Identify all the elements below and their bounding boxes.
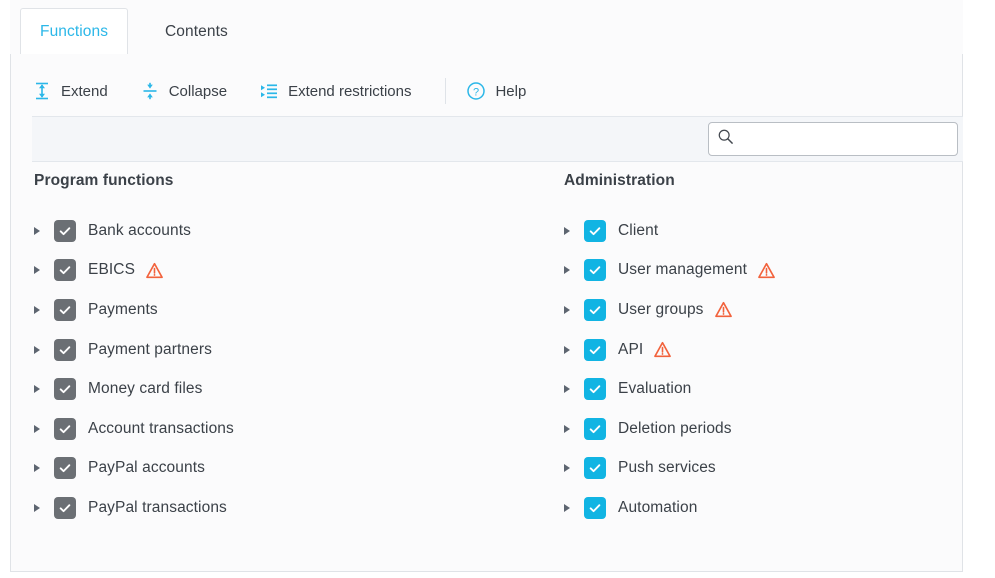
checkbox[interactable] [54, 259, 76, 282]
list-item-label: Push services [618, 459, 716, 477]
checkbox[interactable] [584, 298, 606, 321]
list-expand-icon [259, 81, 279, 101]
chevron-right-icon[interactable] [564, 226, 584, 235]
list-item[interactable]: Bank accounts [34, 211, 534, 251]
toolbar-collapse[interactable]: Collapse [140, 81, 240, 101]
column-program-functions-title: Program functions [34, 172, 174, 189]
list-item[interactable]: API [564, 330, 944, 370]
list-item[interactable]: Payment partners [34, 330, 534, 370]
chevron-right-icon[interactable] [564, 305, 584, 314]
tab-functions[interactable]: Functions [20, 8, 129, 55]
checkbox[interactable] [584, 338, 606, 361]
checkbox[interactable] [584, 457, 606, 480]
toolbar-extend-restrictions-label: Extend restrictions [288, 82, 412, 100]
chevron-right-icon[interactable] [34, 424, 54, 433]
search-icon [717, 128, 734, 150]
list-item-label: PayPal accounts [88, 459, 205, 477]
expand-vertical-icon [32, 81, 52, 101]
list-item-label: Client [618, 221, 659, 239]
chevron-right-icon[interactable] [34, 503, 54, 512]
help-circle-icon: ? [466, 81, 486, 101]
list-item[interactable]: Account transactions [34, 409, 534, 449]
chevron-right-icon[interactable] [564, 385, 584, 394]
list-item-label: Evaluation [618, 380, 692, 398]
list-item-label: User management [618, 261, 748, 279]
list-item-label: Money card files [88, 380, 203, 398]
toolbar: Extend Collapse [32, 74, 539, 108]
list-item[interactable]: Automation [564, 488, 944, 528]
list-item-label: Deletion periods [618, 419, 732, 437]
checkbox[interactable] [54, 417, 76, 440]
checkbox[interactable] [584, 496, 606, 519]
list-item-label: PayPal transactions [88, 498, 227, 516]
checkbox[interactable] [54, 219, 76, 242]
chevron-right-icon[interactable] [564, 345, 584, 354]
list-item-label: Payments [88, 300, 158, 318]
functions-panel: Extend Collapse [10, 54, 963, 572]
list-item[interactable]: Push services [564, 449, 944, 489]
column-administration-title: Administration [564, 172, 675, 189]
list-item-label: User groups [618, 300, 704, 318]
tab-contents-label: Contents [165, 22, 228, 40]
search-strip [32, 116, 963, 162]
warning-icon [654, 341, 672, 358]
chevron-right-icon[interactable] [34, 345, 54, 354]
chevron-right-icon[interactable] [564, 464, 584, 473]
checkbox[interactable] [54, 298, 76, 321]
chevron-right-icon[interactable] [564, 266, 584, 275]
chevron-right-icon[interactable] [34, 464, 54, 473]
svg-text:?: ? [473, 86, 479, 98]
checkbox[interactable] [584, 259, 606, 282]
chevron-right-icon[interactable] [564, 503, 584, 512]
warning-icon [714, 301, 732, 318]
toolbar-extend-restrictions[interactable]: Extend restrictions [259, 81, 424, 101]
list-item-label: API [618, 340, 644, 358]
list-item[interactable]: Deletion periods [564, 409, 944, 449]
chevron-right-icon[interactable] [34, 226, 54, 235]
toolbar-extend-label: Extend [61, 82, 108, 100]
tab-contents[interactable]: Contents [147, 8, 246, 55]
list-item[interactable]: User management [564, 251, 944, 291]
warning-icon [146, 262, 163, 279]
column-administration: Administration Client User management [564, 172, 944, 528]
tab-bar: Functions Contents [10, 0, 963, 55]
list-item[interactable]: EBICS [34, 251, 534, 291]
checkbox[interactable] [54, 457, 76, 480]
toolbar-extend[interactable]: Extend [32, 81, 121, 101]
list-item-label: Bank accounts [88, 221, 191, 239]
list-item-label: Account transactions [88, 419, 234, 437]
chevron-right-icon[interactable] [34, 266, 54, 275]
warning-icon [758, 262, 775, 279]
chevron-right-icon[interactable] [564, 424, 584, 433]
search-input[interactable] [740, 123, 949, 155]
column-program-functions: Program functions Bank accounts EBICS [34, 172, 534, 528]
list-item[interactable]: User groups [564, 290, 944, 330]
checkbox[interactable] [584, 417, 606, 440]
collapse-vertical-icon [140, 81, 160, 101]
checkbox[interactable] [54, 496, 76, 519]
list-item[interactable]: Money card files [34, 369, 534, 409]
toolbar-collapse-label: Collapse [168, 82, 228, 100]
list-item[interactable]: Payments [34, 290, 534, 330]
toolbar-help[interactable]: ? Help [466, 81, 539, 101]
list-item-label: Payment partners [88, 340, 212, 358]
list-item-label: Automation [618, 498, 698, 516]
toolbar-separator [445, 78, 447, 104]
list-item[interactable]: Client [564, 211, 944, 251]
toolbar-help-label: Help [495, 82, 527, 100]
checkbox[interactable] [54, 378, 76, 401]
checkbox[interactable] [54, 338, 76, 361]
list-item[interactable]: PayPal transactions [34, 488, 534, 528]
checkbox[interactable] [584, 378, 606, 401]
list-item[interactable]: PayPal accounts [34, 449, 534, 489]
search-box[interactable] [708, 122, 958, 156]
checkbox[interactable] [584, 219, 606, 242]
chevron-right-icon[interactable] [34, 385, 54, 394]
chevron-right-icon[interactable] [34, 305, 54, 314]
tab-functions-label: Functions [40, 22, 109, 40]
list-item-label: EBICS [88, 261, 136, 279]
list-item[interactable]: Evaluation [564, 369, 944, 409]
